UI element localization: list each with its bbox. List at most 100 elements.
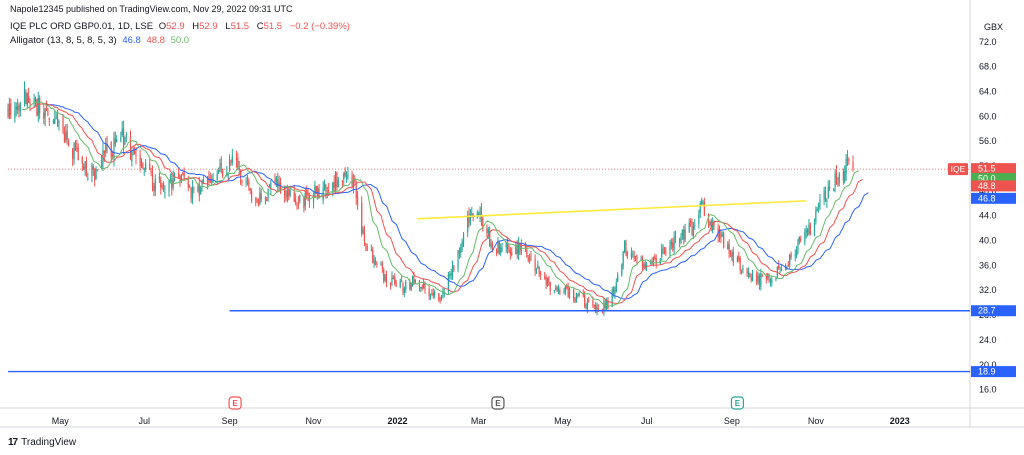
- candle: [559, 290, 561, 295]
- candle: [81, 157, 83, 164]
- candle: [800, 238, 802, 241]
- y-tick-label: 72.0: [979, 37, 997, 47]
- candle: [577, 294, 579, 296]
- change-value: −0.2 (−0.39%): [289, 21, 350, 32]
- candle: [555, 287, 557, 290]
- candle: [343, 172, 345, 180]
- candle: [674, 235, 677, 239]
- candle: [286, 189, 288, 198]
- candle: [487, 229, 489, 233]
- indicator-name[interactable]: Alligator (13, 8, 5, 8, 5, 3): [10, 35, 117, 46]
- candle: [701, 201, 703, 205]
- candle: [736, 257, 739, 262]
- candle: [95, 169, 97, 180]
- candle: [827, 186, 829, 198]
- candle: [297, 202, 299, 204]
- candle: [142, 163, 144, 169]
- tradingview-logo[interactable]: 17 TradingView: [8, 437, 76, 448]
- candle: [784, 268, 787, 270]
- price-label-bg: [971, 172, 1016, 184]
- candle: [187, 178, 189, 188]
- candle: [162, 185, 165, 190]
- candle: [74, 143, 77, 151]
- symbol-tag-label: IQE: [951, 164, 966, 174]
- candle: [566, 285, 568, 289]
- candle: [182, 173, 184, 175]
- candle: [304, 192, 306, 207]
- candle: [462, 233, 465, 244]
- candle: [661, 249, 663, 257]
- candle: [665, 251, 667, 253]
- candle: [652, 256, 655, 263]
- candle: [650, 261, 652, 264]
- candle: [758, 275, 761, 285]
- symbol-label[interactable]: IQE PLC ORD GBP0.01, 1D, LSE: [10, 21, 154, 32]
- jaw-value: 46.8: [122, 35, 141, 46]
- candle: [295, 199, 297, 203]
- price-label-value: 18.9: [978, 367, 996, 377]
- candle: [209, 180, 211, 182]
- candle: [63, 132, 66, 143]
- candle: [409, 281, 411, 290]
- candle: [491, 242, 494, 248]
- price-label-value: 28.7: [978, 306, 996, 316]
- candle: [787, 264, 789, 266]
- symbol-tag: IQE: [948, 163, 968, 176]
- candle: [129, 137, 132, 159]
- candle: [402, 283, 404, 292]
- candle: [140, 165, 143, 167]
- candle: [289, 190, 291, 196]
- candle: [241, 179, 243, 183]
- earnings-event: E: [730, 396, 745, 410]
- candle: [259, 192, 261, 205]
- candle: [211, 180, 213, 183]
- y-tick-label: 40.0: [979, 236, 997, 246]
- candle: [54, 119, 56, 124]
- candle: [573, 289, 575, 300]
- earnings-event-badge: [730, 396, 745, 410]
- candle: [161, 185, 163, 188]
- candle: [296, 204, 298, 206]
- candle: [306, 190, 308, 195]
- candle: [585, 307, 587, 309]
- price-label-bg: [971, 366, 1016, 378]
- candle: [423, 283, 425, 289]
- candle: [171, 179, 173, 189]
- candle: [246, 179, 249, 182]
- candle: [206, 178, 209, 183]
- candle: [807, 229, 809, 236]
- candle: [731, 251, 733, 258]
- candle: [478, 213, 480, 215]
- candle: [401, 280, 403, 282]
- tradingview-logo-icon: 17: [8, 437, 18, 448]
- candle: [84, 161, 86, 169]
- candle: [135, 154, 137, 157]
- candle: [765, 274, 767, 279]
- y-tick-label: 44.0: [979, 211, 997, 221]
- candle: [506, 240, 509, 249]
- high-value: 52.9: [199, 21, 218, 32]
- candle: [818, 204, 820, 208]
- close-label: C: [256, 21, 264, 32]
- candle: [277, 179, 279, 187]
- candle: [399, 280, 401, 287]
- candle: [545, 276, 547, 286]
- candle: [8, 103, 10, 118]
- candle: [458, 250, 461, 254]
- candle: [268, 185, 271, 187]
- close-value: 51.5: [263, 21, 283, 32]
- candle: [595, 304, 597, 313]
- candle: [178, 172, 180, 178]
- candle: [114, 139, 116, 145]
- candle: [709, 221, 711, 225]
- candle: [645, 264, 648, 268]
- candle: [713, 221, 715, 227]
- candle: [362, 229, 364, 235]
- x-tick-label: Nov: [306, 416, 323, 426]
- candle: [673, 236, 675, 251]
- candle: [486, 228, 488, 234]
- candle: [779, 268, 781, 270]
- price-label-support: 28.7: [971, 305, 1016, 317]
- candle: [37, 97, 39, 116]
